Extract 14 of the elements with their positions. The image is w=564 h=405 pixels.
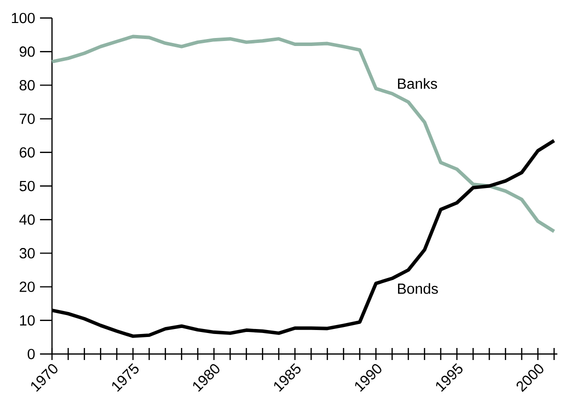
y-tick-label: 90 [20,46,35,57]
y-tick-label: 60 [20,147,35,158]
y-tick-label: 30 [20,248,35,258]
y-tick-label: 70 [20,114,35,124]
y-tick-label: 100 [12,12,35,24]
y-tick-label: 80 [20,80,35,90]
y-tick-label: 20 [20,282,35,292]
y-tick-label: 50 [20,180,35,192]
y-tick-label: 10 [20,315,35,326]
series-label: Banks [398,78,438,89]
y-tick-label: 0 [28,348,35,360]
line-series [50,34,556,234]
y-tick-label: 40 [19,214,35,225]
series-label: Bonds [398,283,438,294]
